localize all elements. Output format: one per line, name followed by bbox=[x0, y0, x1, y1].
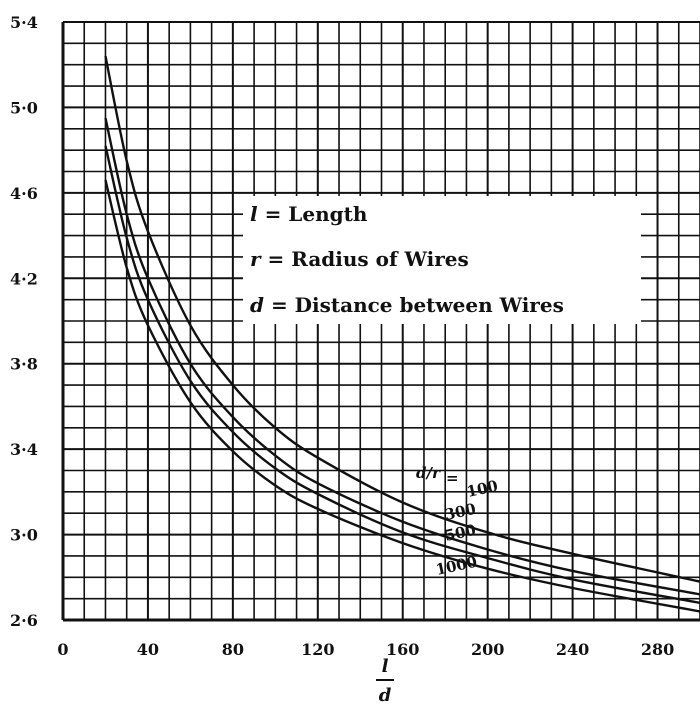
y-tick-label: 5·0 bbox=[10, 98, 38, 117]
x-tick-label: 160 bbox=[386, 640, 419, 659]
y-tick-label: 3·0 bbox=[10, 526, 38, 545]
curve-parameter-equals: = bbox=[446, 469, 459, 487]
curve-label-500: 500 bbox=[443, 521, 477, 545]
x-tick-label: 240 bbox=[556, 640, 589, 659]
y-tick-label: 5·4 bbox=[10, 13, 38, 32]
x-axis-label-numerator: l bbox=[382, 656, 389, 677]
legend: l = Length r = Radius of Wires d = Dista… bbox=[243, 196, 641, 324]
x-tick-labels: 0 40 80 120 160 200 240 280 bbox=[57, 640, 674, 659]
curve-parameter-label: d/r = bbox=[416, 464, 459, 487]
legend-background bbox=[243, 196, 641, 324]
curve-parameter-symbol: d/r bbox=[416, 464, 441, 482]
y-tick-label: 4·2 bbox=[10, 269, 38, 288]
x-tick-label: 120 bbox=[301, 640, 334, 659]
series-line-1000 bbox=[104, 179, 700, 613]
curve-label-100: 100 bbox=[465, 477, 499, 501]
legend-entry-length: l = Length bbox=[250, 202, 368, 226]
series-line-300 bbox=[104, 117, 700, 596]
y-tick-label: 3·8 bbox=[10, 355, 38, 374]
legend-entry-radius: r = Radius of Wires bbox=[250, 247, 469, 271]
x-tick-label: 80 bbox=[222, 640, 244, 659]
x-tick-label: 0 bbox=[57, 640, 68, 659]
y-tick-label: 4·6 bbox=[10, 184, 38, 203]
curves bbox=[104, 55, 700, 613]
series-line-500 bbox=[104, 145, 700, 605]
x-tick-label: 40 bbox=[137, 640, 159, 659]
x-tick-label: 200 bbox=[471, 640, 504, 659]
series-line-100 bbox=[104, 55, 700, 583]
x-axis-label: l d bbox=[376, 656, 394, 706]
y-tick-label: 3·4 bbox=[10, 440, 38, 459]
y-tick-labels: 2·6 3·0 3·4 3·8 4·2 4·6 5·0 5·4 bbox=[10, 13, 38, 630]
legend-entry-distance: d = Distance between Wires bbox=[250, 293, 564, 317]
y-tick-label: 2·6 bbox=[10, 611, 38, 630]
x-tick-label: 280 bbox=[641, 640, 674, 659]
x-axis-label-denominator: d bbox=[379, 685, 392, 706]
